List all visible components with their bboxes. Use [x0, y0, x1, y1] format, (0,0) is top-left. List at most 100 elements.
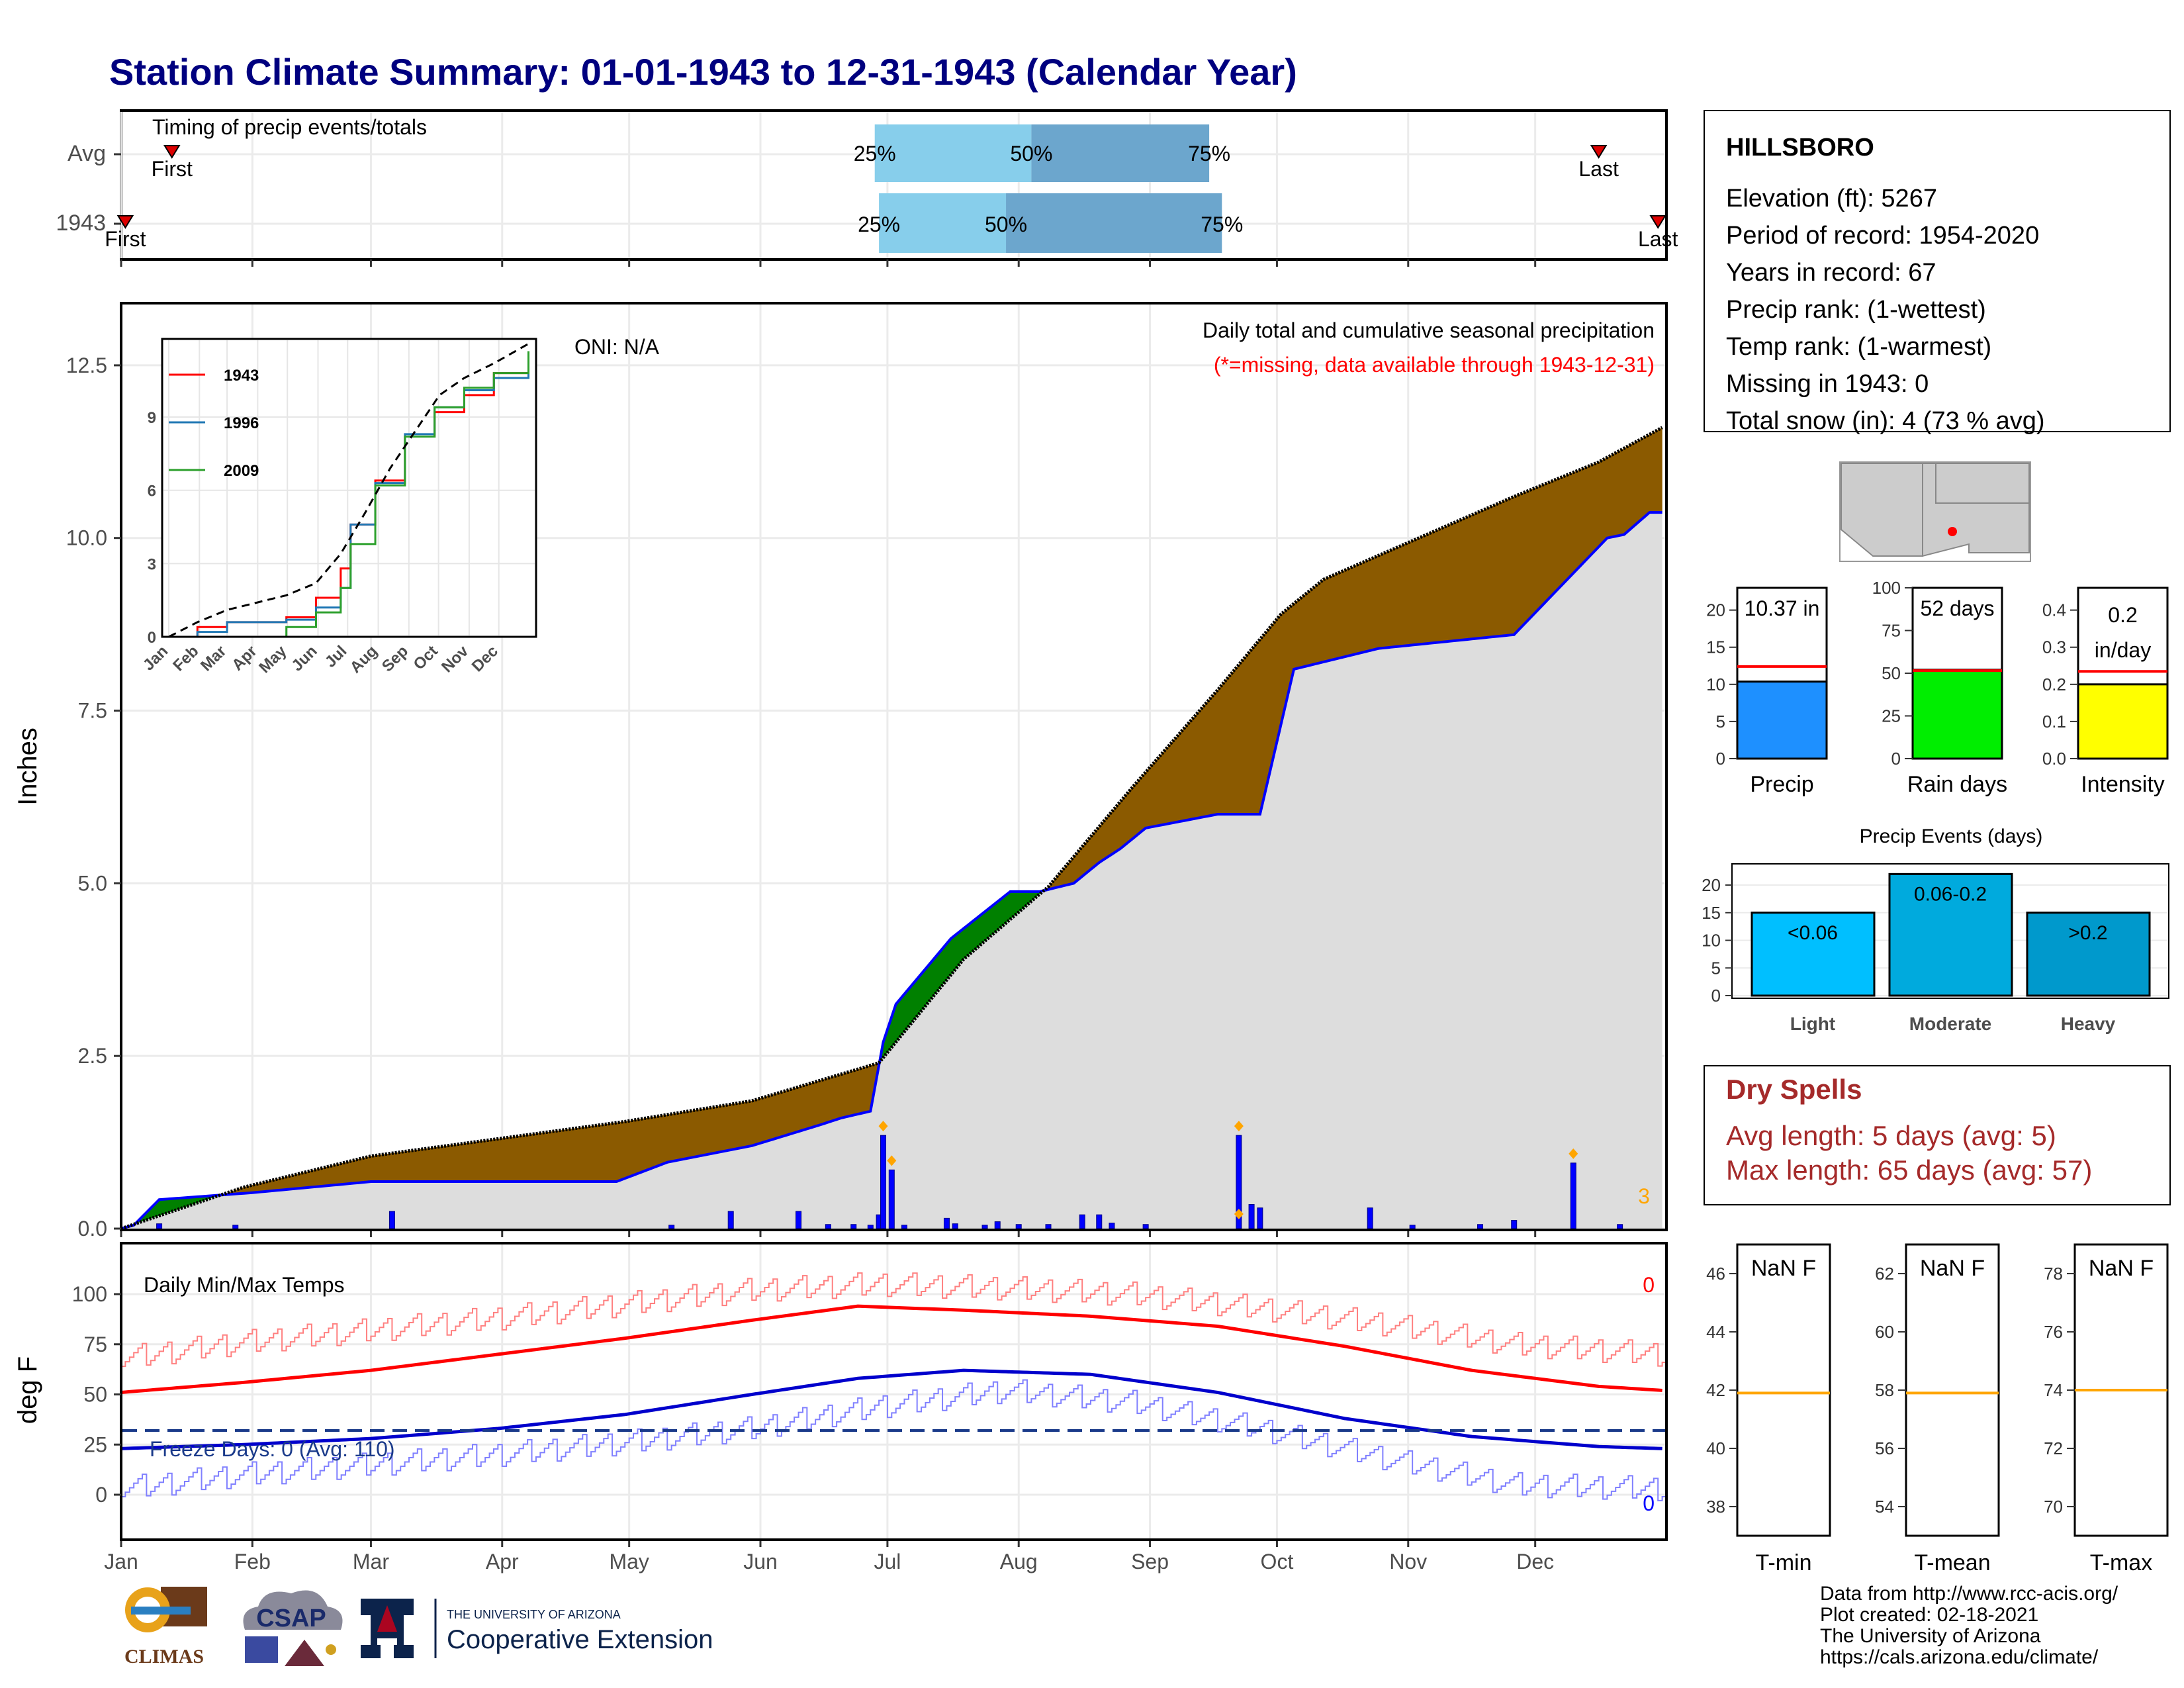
- temp-box-tick: 62: [1875, 1264, 1894, 1284]
- timing-marker: [163, 145, 181, 159]
- daily-precip-bar: [796, 1211, 802, 1229]
- daily-precip-bar: [388, 1211, 395, 1229]
- temps-title: Daily Min/Max Temps: [144, 1273, 344, 1297]
- timing-marker: [116, 215, 134, 229]
- precip-events-chart: Precip Events (days) 0 5 10 15 20 <0.06 Light 0…: [1702, 825, 2169, 1034]
- precip-tick: 0: [1716, 749, 1725, 769]
- temp-box-value: NaN F: [2089, 1256, 2154, 1281]
- credit-plot-date: Plot created: 02-18-2021: [1820, 1604, 2039, 1626]
- rain_days-bar: [1911, 669, 2003, 760]
- inset-y-tick: 6: [148, 483, 156, 500]
- precip-y-tick: 0.0: [78, 1217, 107, 1241]
- temp-y-tick: 50: [83, 1383, 107, 1407]
- credit-university: The University of Arizona: [1820, 1625, 2041, 1647]
- events-category: Light: [1790, 1013, 1835, 1034]
- daily-precip-bar: [1079, 1214, 1085, 1229]
- precip-deficit-area-top: [121, 427, 1662, 1229]
- month-tick: Jan: [104, 1550, 138, 1573]
- precip-label: Precip: [1750, 772, 1813, 797]
- timing-marker: [1649, 215, 1666, 229]
- credits-block: Data from http://www.rcc-acis.org/ Plot …: [1820, 1583, 2118, 1668]
- temp-series-line: [121, 1379, 1666, 1501]
- precip-y-tick: 5.0: [78, 871, 107, 895]
- timing-box-lower: [879, 193, 1007, 253]
- month-tick: May: [609, 1550, 649, 1573]
- daily-precip-bar: [727, 1211, 734, 1229]
- daily-precip-bar: [888, 1169, 895, 1229]
- intensity-bar: [2077, 683, 2169, 760]
- timing-marker-label: First: [105, 227, 146, 251]
- timing-marker-label: First: [152, 157, 193, 181]
- precip-y-tick: 10.0: [66, 526, 107, 550]
- temp-box-value: NaN F: [1751, 1256, 1816, 1281]
- temp-box-tick: 40: [1706, 1438, 1725, 1458]
- station-info-line: Precip rank: (1-wettest): [1726, 296, 1986, 324]
- climas-logo: CLIMAS: [111, 1583, 217, 1669]
- precip-caption: Daily total and cumulative seasonal prec…: [1203, 318, 1655, 342]
- chart-title: Station Climate Summary: 01-01-1943 to 1…: [109, 51, 1297, 93]
- rain_days-tick: 0: [1891, 749, 1901, 769]
- timing-row-avg: Avg: [68, 141, 106, 166]
- credit-data-source: Data from http://www.rcc-acis.org/: [1820, 1583, 2118, 1605]
- temp-box-tick: 76: [2044, 1322, 2063, 1342]
- events-bar: [1751, 912, 1876, 997]
- temp-box-tick: 54: [1875, 1497, 1894, 1517]
- heavy-event-marker: [887, 1155, 897, 1166]
- precip-tick: 10: [1706, 675, 1725, 694]
- daily-precip-bar: [867, 1225, 874, 1229]
- temp-box-tick: 56: [1875, 1438, 1894, 1458]
- timing-row-year: 1943: [56, 211, 106, 236]
- dry-spells-box: Dry Spells Avg length: 5 days (avg: 5) M…: [1704, 1065, 2171, 1205]
- timing-panel: Timing of precip events/totals Avg 1943 …: [56, 109, 1678, 267]
- inset-legend-label: 1996: [224, 414, 259, 432]
- temp-box-tick: 70: [2044, 1497, 2063, 1517]
- temp-y-axis-label: deg F: [13, 1356, 42, 1424]
- temp-y-tick: 75: [83, 1333, 107, 1356]
- events-category: Moderate: [1909, 1013, 1991, 1034]
- month-tick: Mar: [353, 1550, 389, 1573]
- svg-text:CLIMAS: CLIMAS: [124, 1646, 204, 1667]
- intensity-tick: 0.3: [2042, 637, 2066, 657]
- month-tick: Jul: [874, 1550, 901, 1573]
- snow-count-label: 3: [1638, 1184, 1650, 1208]
- daily-precip-bar: [880, 1135, 887, 1229]
- timing-marker: [1590, 145, 1608, 159]
- month-tick: Feb: [234, 1550, 271, 1573]
- month-tick: Jun: [743, 1550, 778, 1573]
- daily-precip-bar: [1477, 1224, 1484, 1229]
- daily-precip-bar: [825, 1224, 831, 1229]
- intensity-tick: 0.0: [2042, 749, 2066, 769]
- temp-series-line: [121, 1304, 1662, 1394]
- temp-box-tick: 58: [1875, 1380, 1894, 1400]
- events-bar-label: >0.2: [2068, 922, 2107, 944]
- precip-y-tick: 2.5: [78, 1044, 107, 1068]
- daily-precip-bar: [1109, 1223, 1115, 1229]
- credit-url: https://cals.arizona.edu/climate/: [1820, 1646, 2099, 1668]
- temp-box-tick: 74: [2044, 1380, 2063, 1400]
- daily-precip-bar: [1045, 1224, 1052, 1229]
- precip-cumulative-line: [121, 511, 1662, 1230]
- station-info-line: Total snow (in): 4 (73 % avg): [1726, 407, 2045, 435]
- rain_days-tick: 50: [1882, 663, 1901, 683]
- locator-map: [1839, 461, 2031, 562]
- svg-text:CSAP: CSAP: [256, 1605, 326, 1632]
- station-location-dot: [1948, 527, 1957, 536]
- oni-label: ONI: N/A: [574, 335, 660, 359]
- daily-precip-bar: [850, 1224, 857, 1229]
- station-name: HILLSBORO: [1726, 134, 1874, 162]
- timing-marker-label: Last: [1578, 157, 1619, 181]
- temp-box-tick: 72: [2044, 1438, 2063, 1458]
- daily-precip-bar: [994, 1221, 1001, 1229]
- daily-precip-bar: [232, 1225, 239, 1229]
- daily-precip-bar: [981, 1225, 988, 1229]
- timing-pct-label: 25%: [858, 212, 900, 236]
- precip-y-tick: 12.5: [66, 353, 107, 377]
- daily-precip-bar: [1248, 1203, 1255, 1229]
- month-tick: Sep: [1131, 1550, 1169, 1573]
- precip-bar: [1736, 680, 1828, 760]
- precip-panel: 0.0 2.5 5.0 7.5 10.0 12.5 Inches ONI: N/A Dai…: [13, 302, 1668, 1241]
- month-tick: Dec: [1516, 1550, 1554, 1573]
- precip-y-axis-label: Inches: [13, 727, 42, 806]
- precip-value: 10.37 in: [1745, 596, 1820, 620]
- intensity-tick: 0.4: [2042, 600, 2066, 620]
